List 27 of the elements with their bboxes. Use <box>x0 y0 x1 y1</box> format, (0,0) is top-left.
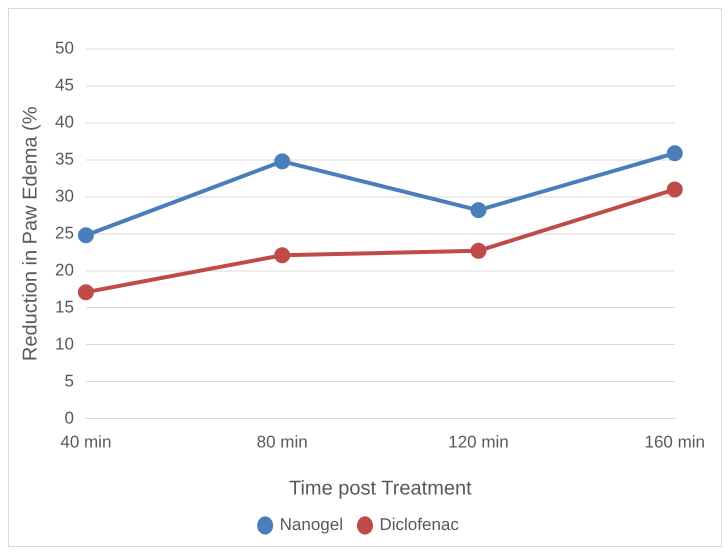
y-tick-label: 30 <box>54 186 74 206</box>
point <box>470 242 486 259</box>
point <box>470 202 486 218</box>
y-tick-label: 5 <box>64 371 74 390</box>
y-tick-label: 15 <box>54 297 74 316</box>
point <box>666 145 683 162</box>
y-tick-label: 45 <box>54 76 74 95</box>
y-tick-label: 0 <box>64 408 74 428</box>
x-tick-label: 80 min <box>256 432 308 452</box>
x-tick-label: 40 min <box>60 432 112 452</box>
y-tick-label: 25 <box>54 223 74 242</box>
y-axis-title: Reduction in Paw Edema (% <box>20 106 42 362</box>
y-tick-label: 35 <box>54 150 74 169</box>
point <box>78 284 94 300</box>
y-tick-label: 10 <box>54 334 74 354</box>
x-tick-label: 120 min <box>448 432 509 452</box>
y-tick-label: 40 <box>54 112 74 132</box>
x-tick-label: 160 min <box>644 432 705 452</box>
legend-label: Diclofenac <box>379 515 460 534</box>
point <box>274 247 290 264</box>
x-axis-title: Time post Treatment <box>289 478 472 500</box>
point <box>274 153 290 170</box>
point <box>78 227 94 244</box>
y-tick-label: 20 <box>54 260 74 280</box>
legend-label: Nanogel <box>280 515 343 534</box>
point <box>666 181 683 198</box>
y-tick-label: 50 <box>54 38 74 58</box>
